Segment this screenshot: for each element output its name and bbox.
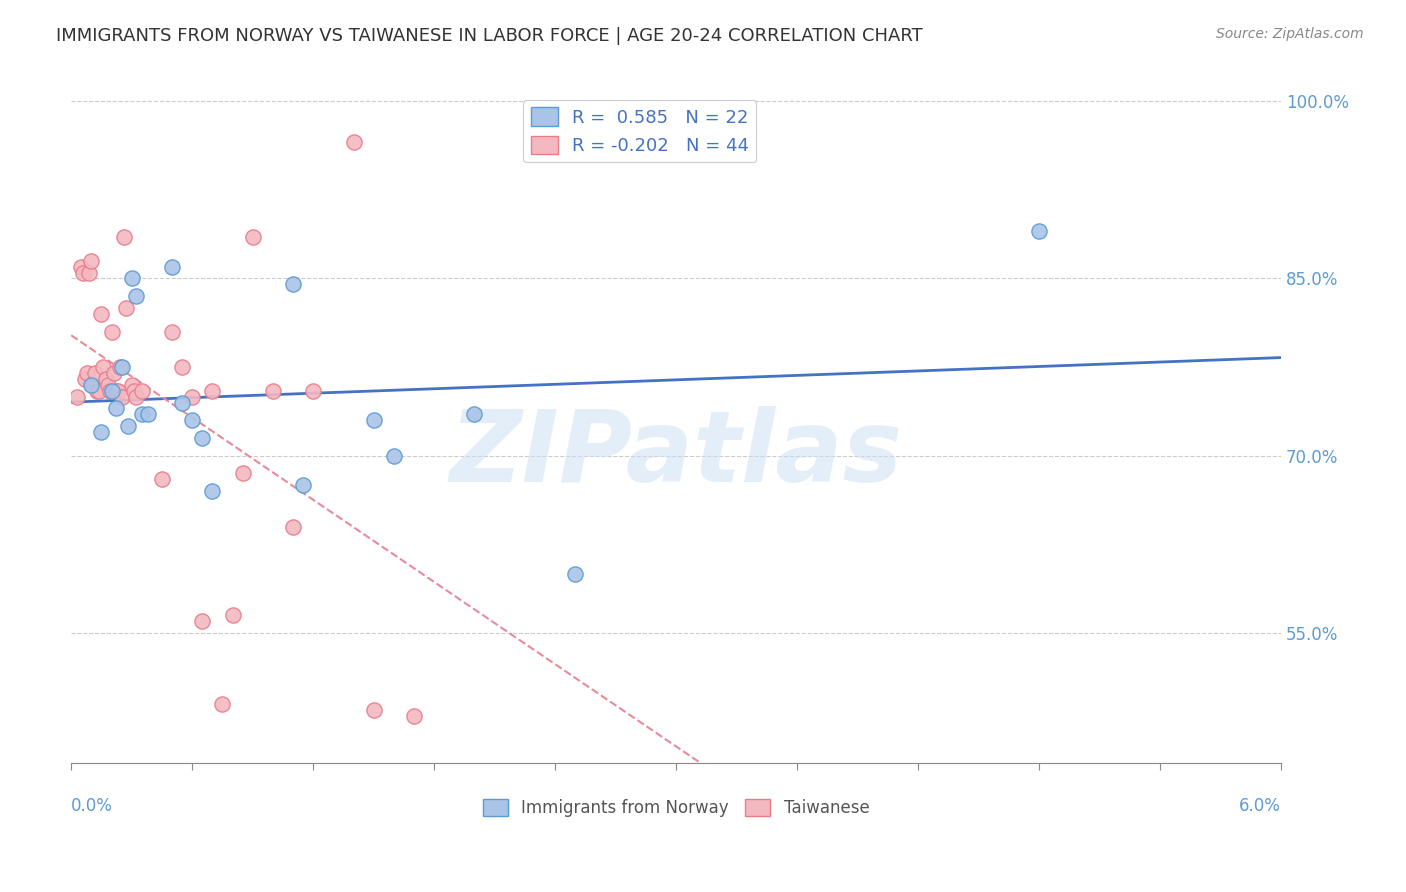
Point [191,614,214,628]
Point [80,253,103,268]
Point [150,472,173,486]
Point [79,266,101,280]
Point [363,703,385,717]
Point [172,395,194,409]
Point [382,449,405,463]
Text: 0.0%: 0.0% [72,797,112,815]
Point [564,566,586,581]
Text: IMMIGRANTS FROM NORWAY VS TAIWANESE IN LABOR FORCE | AGE 20-24 CORRELATION CHART: IMMIGRANTS FROM NORWAY VS TAIWANESE IN L… [56,27,922,45]
Point [98,384,121,398]
Point [93,360,115,375]
Point [232,467,254,481]
Point [125,289,148,303]
Point [292,478,315,492]
Point [82,377,104,392]
Point [181,413,204,427]
Point [90,425,112,439]
Point [131,408,153,422]
Point [114,301,136,315]
Point [111,360,134,375]
Point [125,390,148,404]
Point [160,325,183,339]
Point [201,484,224,499]
Point [100,384,122,398]
Text: 6.0%: 6.0% [1239,797,1281,815]
Point [108,360,131,375]
Point [111,390,134,404]
Point [89,384,111,398]
Point [112,230,135,244]
Point [76,366,98,380]
Point [463,408,485,422]
Point [136,408,159,422]
Point [302,384,325,398]
Point [104,384,127,398]
Point [66,390,89,404]
Point [342,136,364,150]
Point [107,384,129,398]
Point [84,366,107,380]
Point [70,260,93,274]
Point [103,366,125,380]
Point [201,384,224,398]
Point [172,360,194,375]
Point [1028,224,1050,238]
Point [90,307,112,321]
Point [94,372,117,386]
Point [131,384,153,398]
Point [281,519,304,533]
Point [181,390,204,404]
Point [121,377,143,392]
Text: ZIPatlas: ZIPatlas [450,406,903,503]
Point [281,277,304,292]
Point [363,413,385,427]
Point [117,419,139,434]
Point [86,384,108,398]
Text: Source: ZipAtlas.com: Source: ZipAtlas.com [1216,27,1364,41]
Point [191,431,214,445]
Point [122,384,145,398]
Point [262,384,284,398]
Point [221,608,243,623]
Point [104,401,127,416]
Point [80,377,103,392]
Point [242,230,264,244]
Point [211,697,233,711]
Point [402,709,425,723]
Point [75,372,97,386]
Point [121,271,143,285]
Point [160,260,183,274]
Point [96,377,118,392]
Legend: Immigrants from Norway, Taiwanese: Immigrants from Norway, Taiwanese [477,792,876,823]
Point [100,325,122,339]
Point [72,266,94,280]
